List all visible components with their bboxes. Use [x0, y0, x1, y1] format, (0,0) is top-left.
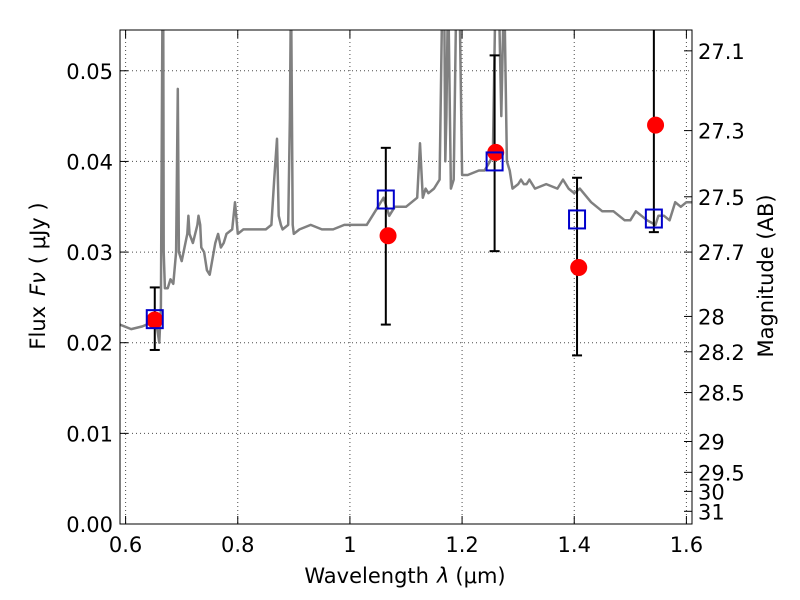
plot-frame — [119, 29, 693, 525]
y2-tick-label: 27.1 — [698, 40, 745, 64]
y-axis-label: FluxFν( μJy ) — [26, 202, 50, 349]
y-tick-label: 0.03 — [66, 241, 113, 265]
y2-axis-label: Magnitude (AB) — [754, 194, 778, 357]
y2-tick-label: 31 — [698, 500, 725, 524]
spectrum-line — [120, 30, 692, 344]
y-tick-label: 0.02 — [66, 332, 113, 356]
data-point-circle — [379, 227, 397, 245]
grid-layer — [120, 30, 692, 524]
y2-tick-label: 28.5 — [698, 382, 745, 406]
y2-tick-label: 27.5 — [698, 186, 745, 210]
data-point-square — [376, 189, 395, 210]
y-tick-label: 0.00 — [66, 513, 113, 537]
y2-tick-label: 30 — [698, 480, 725, 504]
y2-tick-label: 29.5 — [698, 461, 745, 485]
y2-tick-label: 29 — [698, 431, 725, 455]
y2-tick-label: 27.7 — [698, 241, 745, 265]
marker-layer — [145, 116, 665, 330]
x-tick-label: 1.2 — [445, 533, 478, 557]
x-axis-label: Wavelength λ (μm) — [304, 564, 505, 588]
x-tick-label: 0.6 — [109, 533, 142, 557]
spectrum-layer — [120, 30, 692, 344]
y2-tick-label: 28 — [698, 305, 725, 329]
data-point-circle — [570, 258, 588, 276]
y-tick-label: 0.04 — [66, 150, 113, 174]
x-tick-label: 1.4 — [558, 533, 591, 557]
data-point-square — [145, 309, 164, 330]
y2-tick-label: 28.2 — [698, 341, 745, 365]
data-point-square — [568, 209, 587, 230]
data-point-square — [644, 208, 663, 229]
y-tick-label: 0.01 — [66, 422, 113, 446]
data-point-circle — [647, 116, 665, 134]
x-tick-label: 1.6 — [670, 533, 703, 557]
data-point-square — [485, 151, 504, 172]
data-point-circle — [146, 311, 164, 329]
x-tick-label: 1 — [343, 533, 356, 557]
y-tick-label: 0.05 — [66, 60, 113, 84]
tick-layer: 0.6 0.8 1 1.2 1.4 1.6 0.00 0.01 0.02 0.03 0.04 0.05… — [66, 30, 745, 557]
x-tick-label: 0.8 — [221, 533, 254, 557]
y2-tick-label: 27.3 — [698, 120, 745, 144]
